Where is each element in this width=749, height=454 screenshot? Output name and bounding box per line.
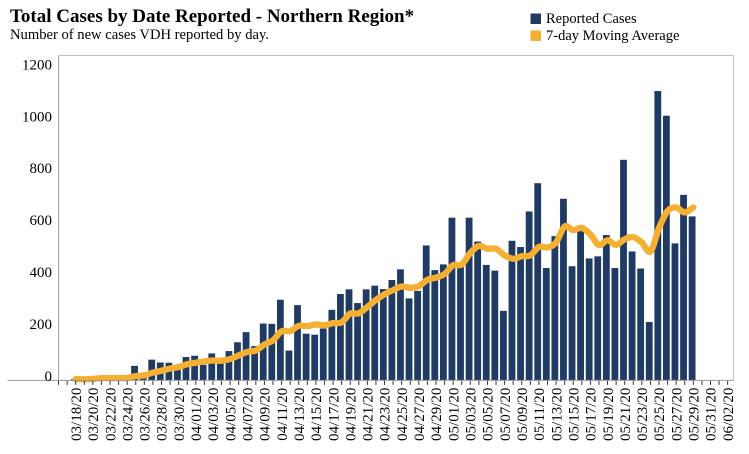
svg-text:05/03/20: 05/03/20 <box>464 388 480 441</box>
svg-text:04/05/20: 04/05/20 <box>223 388 239 441</box>
svg-text:05/05/20: 05/05/20 <box>481 388 497 441</box>
svg-text:04/01/20: 04/01/20 <box>189 388 205 441</box>
svg-text:04/07/20: 04/07/20 <box>241 388 257 441</box>
svg-text:04/27/20: 04/27/20 <box>412 388 428 441</box>
svg-text:400: 400 <box>30 265 53 281</box>
svg-text:04/25/20: 04/25/20 <box>395 388 411 441</box>
svg-text:04/21/20: 04/21/20 <box>361 388 377 441</box>
svg-text:03/18/20: 03/18/20 <box>69 388 85 441</box>
svg-text:05/13/20: 05/13/20 <box>549 388 565 441</box>
svg-text:03/28/20: 03/28/20 <box>155 388 171 441</box>
svg-text:1000: 1000 <box>22 109 52 125</box>
svg-text:05/17/20: 05/17/20 <box>584 388 600 441</box>
svg-text:05/01/20: 05/01/20 <box>446 388 462 441</box>
svg-text:04/23/20: 04/23/20 <box>378 388 394 441</box>
svg-text:04/19/20: 04/19/20 <box>343 388 359 441</box>
svg-text:04/17/20: 04/17/20 <box>326 388 342 441</box>
svg-text:03/26/20: 03/26/20 <box>138 388 154 441</box>
svg-text:04/09/20: 04/09/20 <box>258 388 274 441</box>
svg-text:05/27/20: 05/27/20 <box>669 388 685 441</box>
svg-text:04/13/20: 04/13/20 <box>292 388 308 441</box>
svg-text:05/07/20: 05/07/20 <box>498 388 514 441</box>
svg-text:Reported Cases: Reported Cases <box>546 11 637 27</box>
svg-text:1200: 1200 <box>22 57 52 73</box>
svg-text:04/29/20: 04/29/20 <box>429 388 445 441</box>
svg-text:03/20/20: 03/20/20 <box>86 388 102 441</box>
svg-text:05/23/20: 05/23/20 <box>635 388 651 441</box>
svg-text:200: 200 <box>30 317 53 333</box>
svg-text:05/11/20: 05/11/20 <box>532 388 548 441</box>
svg-text:600: 600 <box>30 213 53 229</box>
svg-text:04/11/20: 04/11/20 <box>275 388 291 441</box>
svg-text:05/29/20: 05/29/20 <box>687 388 703 441</box>
svg-text:03/22/20: 03/22/20 <box>103 388 119 441</box>
svg-text:7-day Moving Average: 7-day Moving Average <box>546 28 679 44</box>
svg-text:04/03/20: 04/03/20 <box>206 388 222 441</box>
svg-text:05/15/20: 05/15/20 <box>566 388 582 441</box>
svg-text:05/19/20: 05/19/20 <box>601 388 617 441</box>
svg-text:05/21/20: 05/21/20 <box>618 388 634 441</box>
svg-text:Total Cases by Date Reported -: Total Cases by Date Reported - Northern … <box>10 6 414 27</box>
svg-text:06/02/20: 06/02/20 <box>721 388 737 441</box>
svg-text:05/09/20: 05/09/20 <box>515 388 531 441</box>
svg-text:03/30/20: 03/30/20 <box>172 388 188 441</box>
svg-text:05/25/20: 05/25/20 <box>652 388 668 441</box>
svg-text:0: 0 <box>45 369 53 385</box>
svg-text:Number of new cases VDH report: Number of new cases VDH reported by day. <box>10 27 269 43</box>
svg-text:05/31/20: 05/31/20 <box>704 388 720 441</box>
svg-text:03/24/20: 03/24/20 <box>120 388 136 441</box>
svg-text:04/15/20: 04/15/20 <box>309 388 325 441</box>
svg-text:800: 800 <box>30 161 53 177</box>
